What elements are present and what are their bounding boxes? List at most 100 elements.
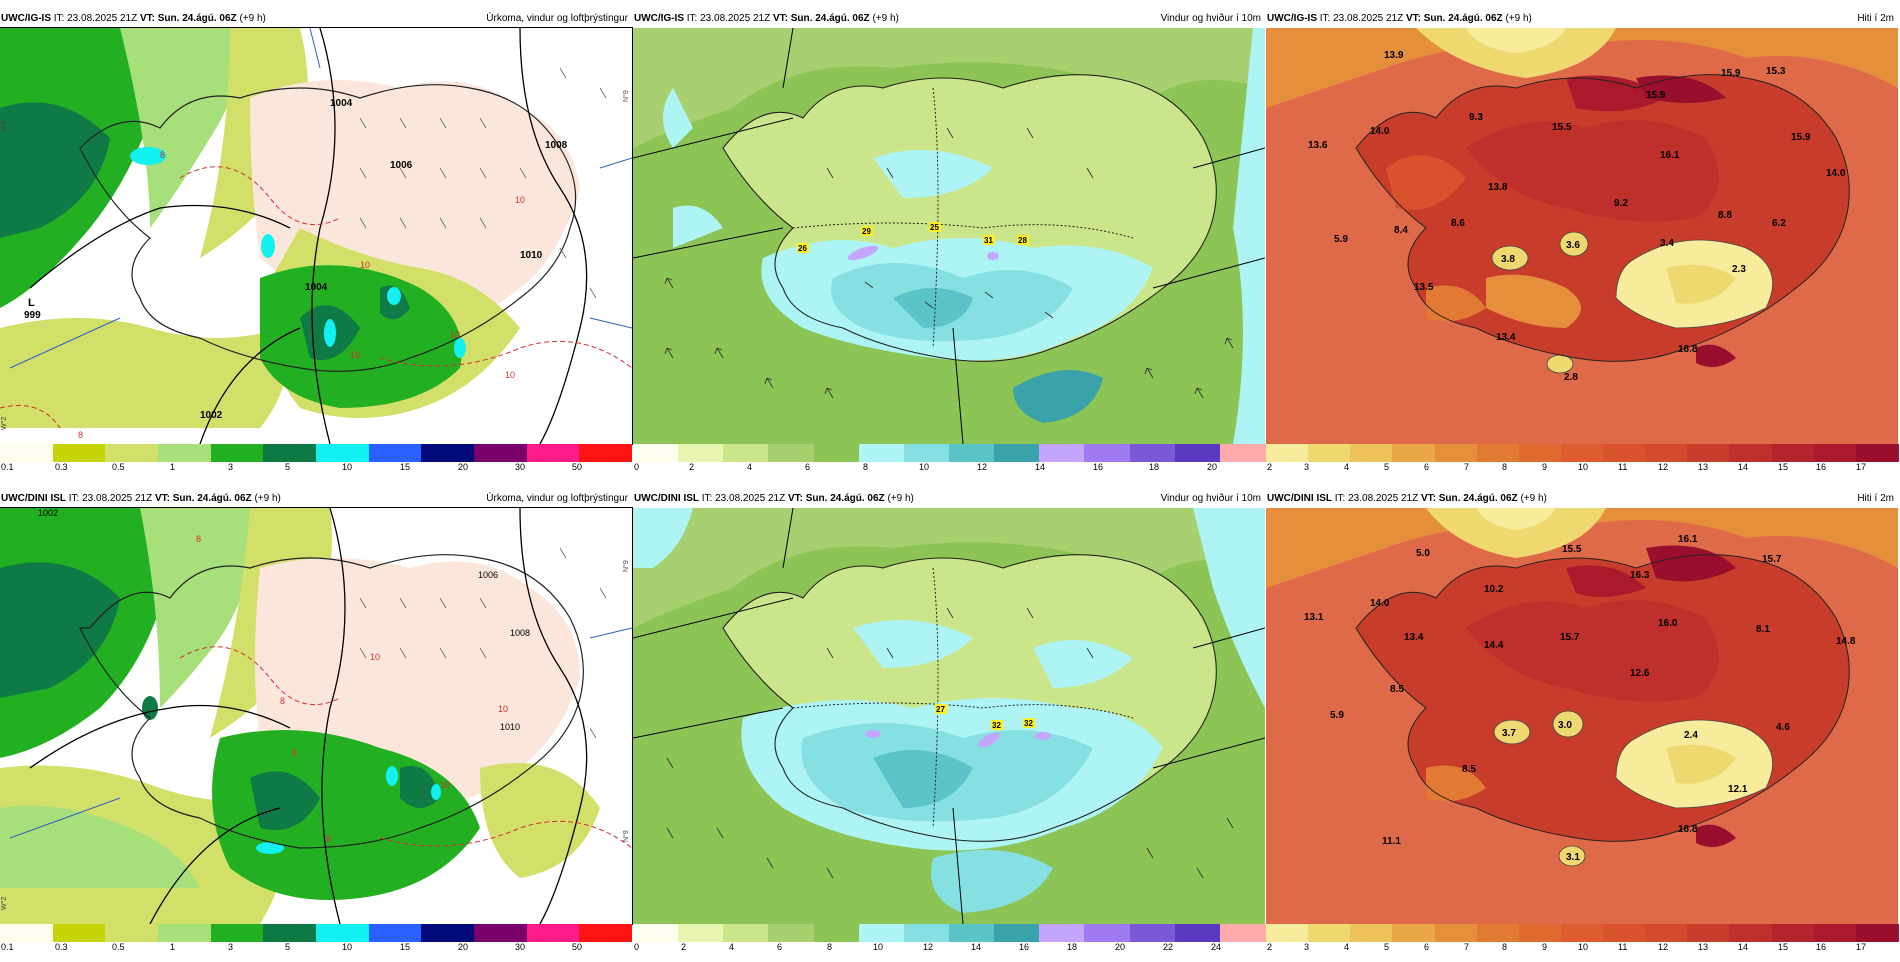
panel-ig-wind: UWC/IG-IS IT: 23.08.2025 21Z VT: Sun. 24… bbox=[633, 10, 1266, 482]
temperature-value: 13.8 bbox=[1488, 182, 1508, 193]
tick-label: 0.3 bbox=[55, 942, 68, 952]
colorbar-swatch bbox=[1039, 924, 1086, 942]
grid-label: W°2 bbox=[0, 417, 8, 430]
tick-label: 16 bbox=[1093, 462, 1104, 472]
model-name: UWC/IG-IS bbox=[1, 13, 51, 24]
colorbar-ticks: 0 2 4 6 8 10 12 14 16 18 20 bbox=[633, 462, 1265, 476]
tick-label: 1 bbox=[170, 942, 176, 952]
colorbar-swatch bbox=[421, 444, 475, 462]
tick-label: 7 bbox=[1464, 462, 1470, 472]
tick-label: 50 bbox=[572, 462, 583, 472]
colorbar-swatch bbox=[1645, 924, 1689, 942]
tick-label: 9 bbox=[1542, 942, 1548, 952]
gust-value: 32 bbox=[1024, 719, 1033, 728]
tick-label: 5 bbox=[1384, 942, 1390, 952]
tick-label: 22 bbox=[1163, 942, 1174, 952]
tick-label: 6 bbox=[777, 942, 783, 952]
isotherm-label: 8 bbox=[280, 696, 285, 706]
colorbar-swatch bbox=[1434, 444, 1478, 462]
isotherm-label: 10 bbox=[370, 652, 380, 662]
tick-label: 16 bbox=[1816, 462, 1827, 472]
temperature-value: 8.5 bbox=[1390, 684, 1404, 695]
colorbar-swatch bbox=[1308, 924, 1352, 942]
isotherm-label: 10 bbox=[450, 330, 460, 340]
temperature-value: 5.9 bbox=[1330, 710, 1344, 721]
tick-label: 2 bbox=[1267, 462, 1273, 472]
tick-label: 13 bbox=[1698, 942, 1709, 952]
temperature-map[interactable]: 5.0 15.5 16.1 15.7 10.2 16.3 14.0 13.1 1… bbox=[1266, 508, 1898, 924]
tick-label: 7 bbox=[1464, 942, 1470, 952]
grid-label: N°9 bbox=[0, 120, 8, 132]
colorbar-swatch bbox=[474, 444, 527, 462]
colorbar-swatch bbox=[1687, 924, 1731, 942]
isotherm-label: 10 bbox=[360, 260, 370, 270]
colorbar-swatch bbox=[768, 924, 815, 942]
temperature-value: 13.1 bbox=[1304, 612, 1324, 623]
temperature-value: 13.6 bbox=[1308, 140, 1328, 151]
model-name: UWC/DINI ISL bbox=[1, 493, 66, 504]
isotherm-label: 8 bbox=[160, 150, 165, 160]
colorbar-swatch bbox=[1308, 444, 1352, 462]
precipitation-map[interactable]: 1004 1006 1008 1002 1004 1010 999 L 10 1… bbox=[0, 27, 633, 445]
panel-title: Úrkoma, vindur og loftþrýstingur bbox=[486, 493, 628, 504]
temperature-value: 16.3 bbox=[1630, 570, 1650, 581]
vt-label: VT: bbox=[772, 13, 788, 24]
tick-label: 11 bbox=[1618, 942, 1628, 952]
model-name: UWC/IG-IS bbox=[1267, 13, 1317, 24]
valid-time: Sun. 24.ágú. 06Z bbox=[790, 13, 870, 24]
tick-label: 4 bbox=[747, 462, 753, 472]
isotherm-label: 10 bbox=[498, 704, 508, 714]
tick-label: 10 bbox=[873, 942, 884, 952]
temperature-value: 9.3 bbox=[1469, 112, 1483, 123]
lead-time: (+9 h) bbox=[887, 493, 914, 504]
colorbar-swatch bbox=[1476, 444, 1520, 462]
colorbar-swatch bbox=[903, 444, 950, 462]
colorbar-swatch bbox=[858, 924, 905, 942]
temperature-value: 16.0 bbox=[1658, 618, 1678, 629]
temperature-value: 5.9 bbox=[1334, 234, 1348, 245]
temperature-value: 3.8 bbox=[1501, 254, 1515, 265]
panel-ig-temperature: UWC/IG-IS IT: 23.08.2025 21Z VT: Sun. 24… bbox=[1266, 10, 1899, 482]
colorbar-swatch bbox=[0, 924, 53, 942]
temperature-value: 8.6 bbox=[1451, 218, 1465, 229]
init-time: 23.08.2025 21Z bbox=[1333, 13, 1404, 24]
temperature-value: 15.7 bbox=[1762, 554, 1782, 565]
colorbar-swatch bbox=[0, 444, 53, 462]
tick-label: 17 bbox=[1856, 462, 1867, 472]
low-pressure-marker: L bbox=[28, 297, 35, 309]
temperature-value: 16.1 bbox=[1660, 150, 1680, 161]
tick-label: 12 bbox=[1658, 462, 1669, 472]
panel-header: UWC/IG-IS IT: 23.08.2025 21Z VT: Sun. 24… bbox=[0, 10, 632, 28]
colorbar-swatch bbox=[633, 444, 679, 462]
colorbar-swatch bbox=[994, 924, 1041, 942]
tick-label: 12 bbox=[977, 462, 988, 472]
colorbar-swatch bbox=[678, 444, 725, 462]
tick-label: 3 bbox=[228, 942, 234, 952]
tick-label: 0.5 bbox=[112, 942, 125, 952]
colorbar-swatch bbox=[316, 444, 369, 462]
colorbar-swatch bbox=[158, 444, 211, 462]
colorbar-swatch bbox=[1560, 444, 1604, 462]
tick-label: 0.1 bbox=[1, 462, 14, 472]
colorbar-ticks: 0.1 0.3 0.5 1 3 5 10 15 20 30 50 bbox=[0, 942, 632, 956]
tick-label: 20 bbox=[458, 462, 469, 472]
isobar-label: 1006 bbox=[478, 570, 498, 580]
colorbar-swatch bbox=[158, 924, 211, 942]
tick-label: 2 bbox=[1267, 942, 1273, 952]
precipitation-map[interactable]: 1002 1006 1008 1010 8 8 10 10 8 10 8 N°9… bbox=[0, 507, 633, 925]
init-time: 23.08.2025 21Z bbox=[67, 13, 138, 24]
temperature-map[interactable]: 13.9 15.9 15.3 9.3 15.9 14.0 13.6 15.5 1… bbox=[1266, 28, 1898, 444]
colorbar-swatch bbox=[1219, 924, 1266, 942]
tick-label: 1 bbox=[170, 462, 176, 472]
temperature-value: 14.0 bbox=[1370, 126, 1390, 137]
colorbar-swatch bbox=[1084, 444, 1131, 462]
panel-dini-wind: UWC/DINI ISL IT: 23.08.2025 21Z VT: Sun.… bbox=[633, 490, 1266, 962]
temperature-value: 4.6 bbox=[1776, 722, 1790, 733]
wind-map[interactable]: 27 32 32 bbox=[633, 508, 1265, 924]
colorbar-swatch bbox=[813, 924, 860, 942]
tick-label: 6 bbox=[1424, 462, 1430, 472]
isobar-label: 1006 bbox=[390, 160, 413, 171]
valid-time: Sun. 24.ágú. 06Z bbox=[157, 13, 237, 24]
wind-map[interactable]: 26 29 25 31 28 bbox=[633, 28, 1265, 444]
colorbar-swatch bbox=[316, 924, 369, 942]
